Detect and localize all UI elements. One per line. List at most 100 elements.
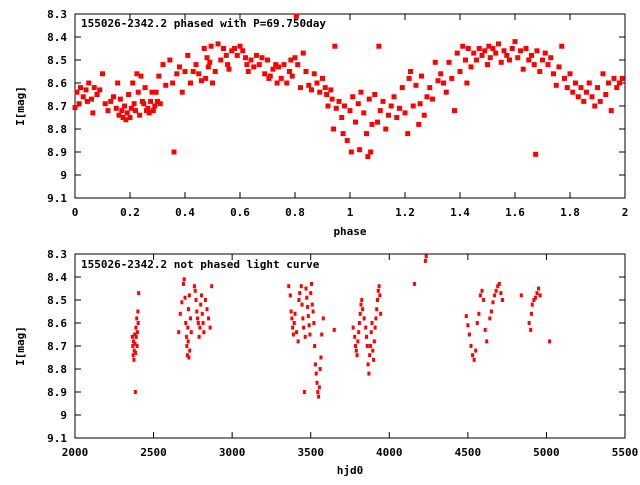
- phased-data-point: [331, 126, 336, 132]
- phased-data-point: [586, 80, 592, 86]
- unphased-data-point: [288, 293, 292, 298]
- phased-data-point: [350, 94, 356, 100]
- unphased-data-point: [187, 293, 191, 298]
- unphased-data-point: [480, 288, 484, 293]
- phased-data-point: [617, 80, 622, 86]
- phased-data-point: [153, 89, 159, 95]
- phased-data-point: [361, 110, 367, 116]
- unphased-data-point: [366, 362, 370, 367]
- phased-data-point: [526, 57, 532, 63]
- phased-y-axis-label: I[mag]: [14, 86, 27, 126]
- phased-data-point: [328, 87, 334, 93]
- phased-data-point: [376, 43, 382, 49]
- phased-data-point: [468, 64, 474, 70]
- unphased-data-point: [535, 291, 539, 296]
- phased-data-point: [130, 80, 136, 86]
- unphased-chart-title: 155026-2342.2 not phased light curve: [81, 258, 320, 271]
- unphased-data-point: [483, 327, 487, 332]
- phased-data-point: [408, 69, 413, 74]
- unphased-data-point: [368, 344, 372, 348]
- phased-data-point: [128, 105, 134, 111]
- phased-data-point: [332, 43, 338, 49]
- phased-data-point: [256, 62, 262, 68]
- phased-data-point: [300, 50, 306, 56]
- unphased-data-point: [289, 309, 293, 314]
- phased-data-point: [232, 46, 237, 51]
- unphased-data-point: [296, 339, 300, 344]
- phased-data-point: [388, 103, 394, 109]
- phased-data-point: [504, 52, 510, 58]
- phased-data-point: [509, 46, 515, 51]
- phased-data-point: [465, 46, 471, 51]
- unphased-data-point: [198, 325, 202, 330]
- unphased-data-point: [210, 284, 214, 289]
- unphased-data-point: [472, 357, 476, 362]
- phased-data-point: [240, 48, 246, 54]
- phased-data-point: [325, 103, 331, 109]
- phased-data-point: [578, 85, 584, 91]
- phased-data-point: [608, 108, 614, 114]
- phased-data-point: [358, 89, 364, 95]
- phased-data-point: [74, 89, 80, 95]
- phased-data-point: [287, 69, 292, 74]
- unphased-y-axis-label: I[mag]: [14, 326, 27, 366]
- unphased-data-point: [287, 284, 291, 289]
- phased-data-point: [449, 75, 455, 81]
- phased-data-point: [72, 105, 78, 111]
- phased-data-point: [347, 108, 353, 114]
- unphased-data-points: [130, 254, 552, 399]
- phased-data-point: [322, 85, 328, 91]
- phased-data-point: [303, 69, 309, 74]
- unphased-data-point: [319, 355, 323, 360]
- phased-data-point: [486, 43, 492, 49]
- phased-data-point: [215, 41, 221, 47]
- unphased-data-point: [182, 277, 186, 282]
- unphased-data-point: [208, 325, 212, 330]
- phased-data-point: [339, 115, 345, 120]
- phased-data-point: [419, 73, 424, 79]
- phased-data-point: [288, 57, 294, 63]
- phased-data-point: [606, 80, 611, 86]
- unphased-y-tick-label: 8.8: [47, 363, 67, 376]
- unphased-data-point: [186, 307, 190, 312]
- phased-data-point: [556, 64, 562, 70]
- unphased-y-ticks: 8.3 8.4 8.5 8.6 8.7 8.8 8.9 9 9.1: [47, 248, 625, 445]
- phased-data-point: [145, 105, 151, 111]
- phased-data-point: [559, 43, 565, 49]
- unphased-light-curve-panel: 2000 2500 3000 3500 4000 4500 5000 5500 8.38.48…: [14, 248, 638, 477]
- phased-data-point: [309, 87, 314, 93]
- unphased-data-point: [199, 302, 203, 307]
- phased-data-point: [584, 89, 589, 95]
- phased-y-tick-label: 8.6: [47, 77, 67, 90]
- unphased-data-point: [491, 300, 495, 305]
- phased-data-point: [116, 112, 122, 118]
- phased-data-point: [204, 55, 210, 61]
- phased-data-point: [94, 92, 100, 97]
- phased-data-point: [457, 69, 463, 74]
- phased-data-point: [117, 96, 123, 102]
- phased-data-point: [248, 57, 254, 63]
- phased-data-point: [471, 50, 477, 56]
- phased-data-point: [575, 94, 581, 100]
- phased-data-point: [603, 92, 609, 97]
- phased-data-point: [540, 57, 545, 63]
- unphased-data-point: [308, 332, 312, 337]
- unphased-data-point: [362, 316, 366, 321]
- phased-x-tick-label: 0.8: [285, 206, 305, 219]
- phased-data-point: [221, 46, 226, 51]
- unphased-data-point: [538, 293, 542, 298]
- unphased-data-point: [361, 307, 365, 312]
- phased-data-point: [265, 57, 270, 63]
- unphased-data-point: [357, 321, 361, 325]
- phased-data-point: [276, 64, 281, 70]
- phased-data-point: [357, 147, 363, 153]
- unphased-data-point: [185, 334, 189, 339]
- phased-data-point: [592, 103, 598, 109]
- phased-data-point: [150, 108, 156, 114]
- phased-data-point: [90, 110, 96, 116]
- unphased-data-point: [527, 321, 531, 325]
- unphased-data-point: [304, 286, 308, 291]
- unphased-y-tick-label: 8.6: [47, 317, 67, 330]
- phased-data-point: [498, 59, 504, 65]
